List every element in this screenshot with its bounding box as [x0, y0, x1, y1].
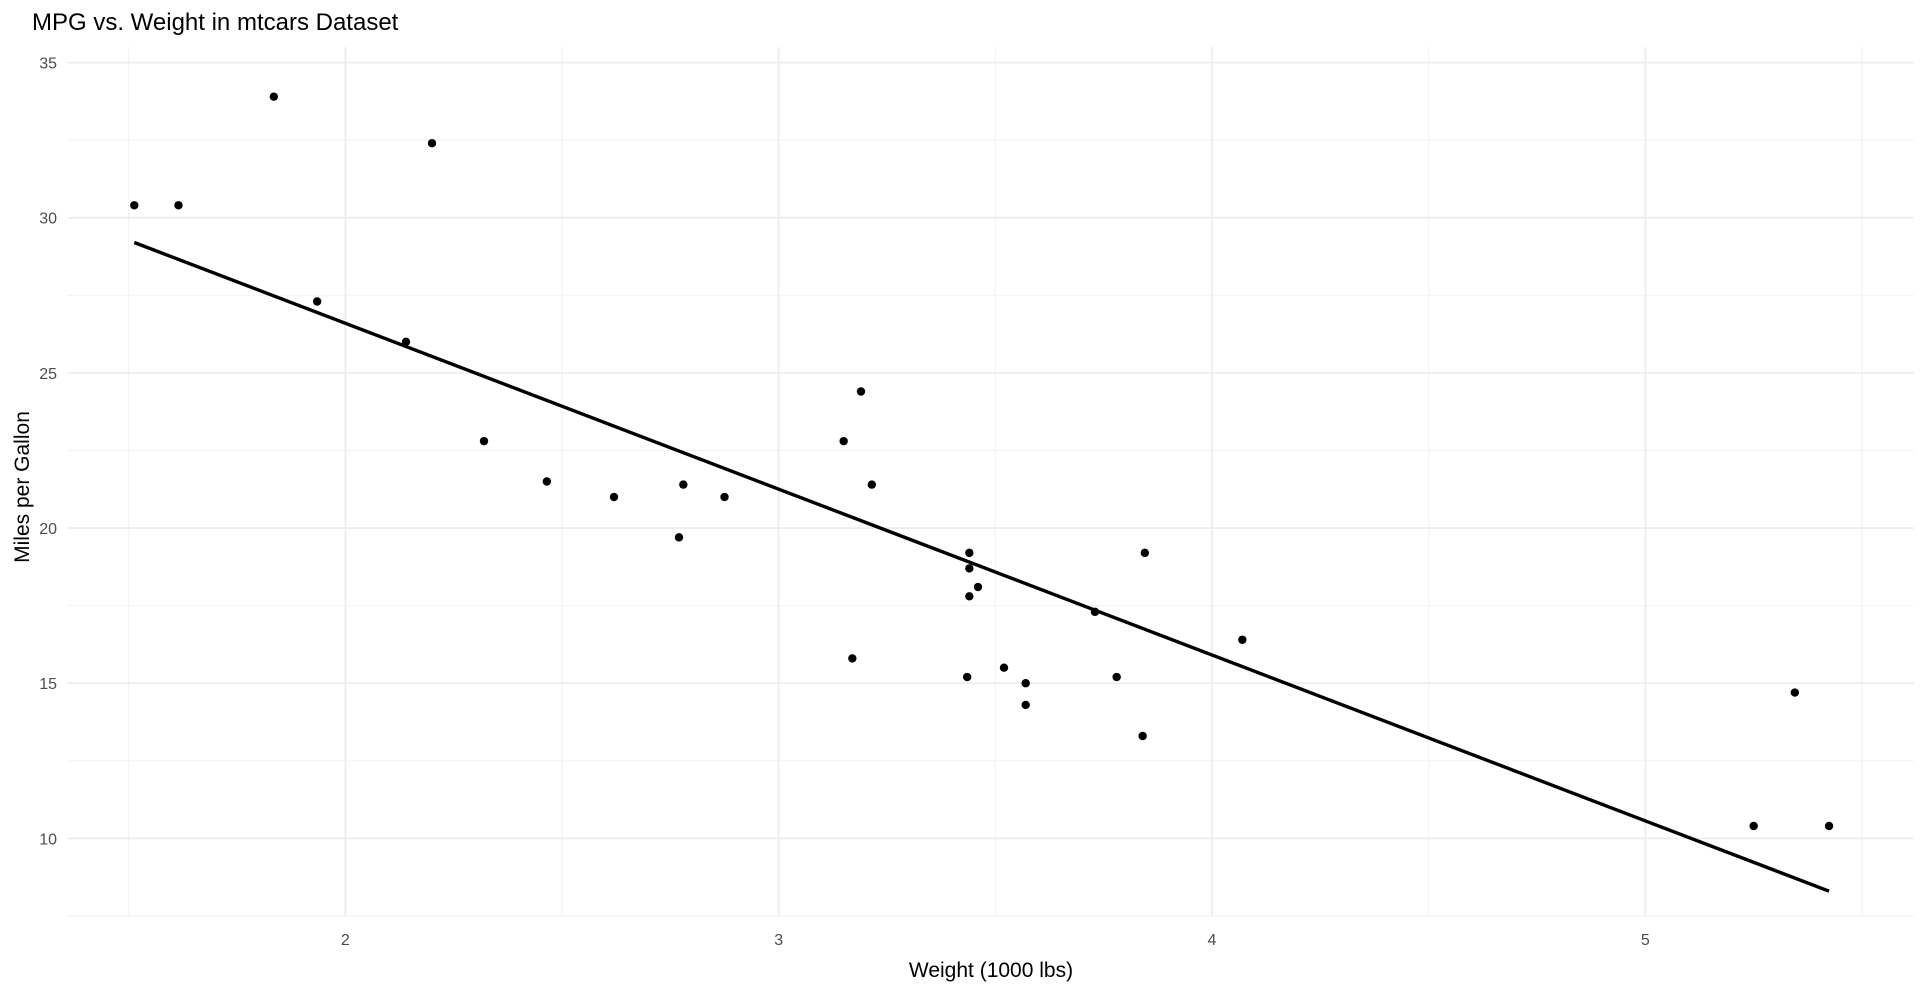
y-tick-label: 10 — [39, 831, 57, 848]
y-axis-label: Miles per Gallon — [11, 411, 34, 563]
data-point — [867, 480, 877, 489]
y-tick-label: 30 — [39, 211, 57, 228]
y-tick-label: 25 — [39, 366, 57, 383]
data-point — [427, 139, 437, 148]
data-point — [1140, 548, 1150, 558]
y-tick-label: 35 — [39, 56, 57, 73]
data-point — [965, 564, 974, 573]
data-point — [856, 387, 866, 396]
x-tick-label: 2 — [341, 932, 350, 949]
data-point — [401, 337, 411, 347]
data-point — [1824, 821, 1834, 831]
x-tick-label: 5 — [1641, 932, 1650, 949]
data-point — [720, 492, 729, 502]
x-axis-label: Weight (1000 lbs) — [909, 959, 1073, 982]
data-points — [130, 92, 1834, 831]
data-point — [962, 672, 972, 682]
data-point — [479, 436, 489, 446]
data-point — [1138, 731, 1147, 741]
data-point — [174, 201, 183, 210]
data-point — [679, 480, 688, 489]
data-point — [1238, 635, 1247, 644]
y-tick-label: 20 — [39, 521, 57, 538]
data-point — [269, 92, 279, 101]
data-point — [999, 663, 1009, 672]
data-point — [609, 492, 619, 502]
data-point — [542, 477, 552, 486]
regression-line — [133, 240, 1830, 893]
data-point — [130, 201, 139, 210]
data-point — [973, 582, 983, 592]
regression-line-group — [133, 240, 1830, 893]
data-point — [1112, 672, 1121, 682]
data-point — [839, 436, 848, 446]
x-tick-label: 3 — [774, 932, 783, 949]
data-point — [1021, 700, 1030, 710]
data-point — [848, 654, 857, 663]
data-point — [1090, 607, 1100, 617]
x-tick-label: 4 — [1208, 932, 1217, 949]
chart-title: MPG vs. Weight in mtcars Dataset — [32, 9, 399, 36]
data-point — [1021, 679, 1030, 688]
data-point — [1749, 821, 1758, 831]
tick-labels: 2 3 4 5 10 15 20 25 30 35 — [39, 56, 1650, 949]
data-point — [674, 533, 684, 542]
data-point — [965, 548, 974, 558]
data-point — [1790, 688, 1800, 697]
y-tick-label: 15 — [39, 676, 57, 693]
grid-lines — [68, 47, 1914, 917]
data-point — [965, 592, 974, 601]
data-point — [312, 297, 322, 306]
